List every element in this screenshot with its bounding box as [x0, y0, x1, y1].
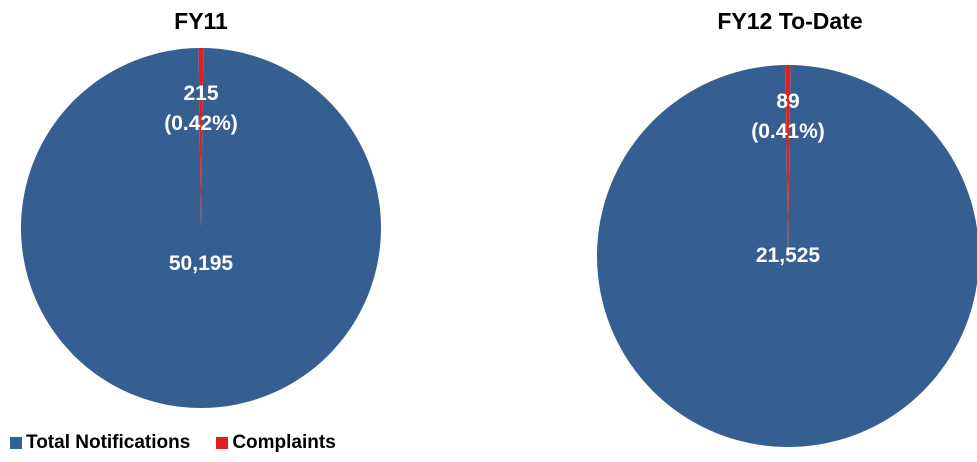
pie-slice-total-notifications-fy12 [597, 65, 977, 448]
chart-title-fy11: FY11 [174, 8, 228, 34]
data-label-total-notifications-fy11: 50,195 [169, 252, 234, 275]
legend-item-total-notifications: Total Notifications [10, 432, 190, 454]
legend-swatch-total-notifications [10, 437, 22, 449]
pie-chart-fy11: 215 (0.42%) 50,195 [21, 48, 382, 408]
data-label-complaints-percent-fy12: (0.41%) [751, 120, 825, 143]
legend-item-complaints: Complaints [216, 432, 336, 454]
pie-slice-complaints-fy11 [198, 48, 204, 229]
pie-slice-complaints-fy12 [785, 65, 791, 256]
legend-swatch-complaints [216, 437, 229, 449]
data-label-complaints-fy12: 89 [776, 90, 799, 113]
chart-legend: Total Notifications Complaints [10, 432, 336, 454]
pie-chart-fy12: 89 (0.41%) 21,525 [597, 65, 977, 448]
legend-label-complaints: Complaints [232, 432, 336, 453]
chart-title-fy12: FY12 To-Date [717, 8, 863, 34]
data-label-complaints-fy11: 215 [183, 82, 218, 105]
data-label-total-notifications-fy12: 21,525 [756, 244, 821, 267]
legend-label-total-notifications: Total Notifications [26, 432, 191, 453]
pie-slice-total-notifications-fy11 [21, 48, 382, 408]
data-label-complaints-percent-fy11: (0.42%) [164, 112, 238, 135]
